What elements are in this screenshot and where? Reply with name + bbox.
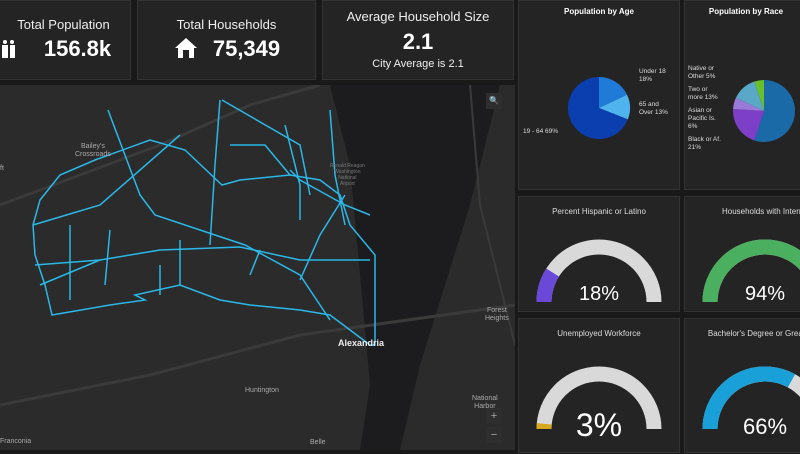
city-boundaries bbox=[33, 100, 375, 345]
total-households-card: Total Households 75,349 bbox=[137, 0, 316, 80]
map-label: Bailey's Crossroads bbox=[75, 143, 111, 159]
map-label: Forest Heights bbox=[485, 307, 509, 323]
zoom-out-button[interactable]: − bbox=[486, 427, 502, 443]
age-pie-panel: Population by Age Under 18 18% 65 and Ov… bbox=[518, 0, 680, 190]
search-button[interactable]: 🔍 bbox=[486, 93, 502, 109]
zoom-in-button[interactable]: + bbox=[486, 408, 502, 424]
map-label: Franconia bbox=[0, 438, 31, 446]
slice-label: Asian or Pacific Is. 6% bbox=[688, 107, 716, 131]
gauge-panel: Percent Hispanic or Latino 18% bbox=[518, 196, 680, 312]
gauge-panel: Unemployed Workforce 3% bbox=[518, 318, 680, 453]
gauge-panel: Households with Internet 94% bbox=[684, 196, 800, 312]
map-canvas bbox=[0, 85, 515, 450]
gauge-value: 3% bbox=[559, 407, 639, 444]
map-label: Alexandria bbox=[338, 339, 384, 347]
slice-label: 65 and Over 13% bbox=[639, 101, 668, 117]
gauge-panel: Bachelor's Degree or Greater 66% bbox=[684, 318, 800, 453]
road bbox=[0, 85, 320, 205]
gauge-fill bbox=[544, 273, 553, 302]
map-view[interactable]: Bailey's Crossroads Ronald Reagan Washin… bbox=[0, 85, 515, 450]
slice-label: 19 - 64 69% bbox=[523, 128, 558, 136]
kpi-subtitle: City Average is 2.1 bbox=[323, 58, 513, 70]
race-pie-panel: Population by Race Native or Other 5% Tw… bbox=[684, 0, 800, 190]
household-size-card: Average Household Size 2.1 City Average … bbox=[322, 0, 514, 80]
slice-label: Two or more 13% bbox=[688, 86, 718, 102]
map-label: Huntington bbox=[245, 387, 279, 395]
gauge-value: 94% bbox=[725, 283, 800, 306]
kpi-title: Total Population bbox=[0, 17, 130, 32]
kpi-title: Total Households bbox=[138, 17, 315, 32]
map-label: Ronald Reagan Washington National Airpor… bbox=[330, 163, 365, 187]
map-label: Belle bbox=[310, 439, 326, 447]
slice-label: Black or Af. 21% bbox=[688, 136, 721, 152]
slice-label: Under 18 18% bbox=[639, 68, 666, 84]
kpi-title: Average Household Size bbox=[323, 9, 513, 24]
total-population-card: Total Population 156.8k bbox=[0, 0, 131, 80]
map-label: ft bbox=[0, 165, 4, 173]
gauge-value: 66% bbox=[725, 414, 800, 440]
kpi-value: 75,349 bbox=[158, 36, 335, 62]
slice-label: Native or Other 5% bbox=[688, 65, 715, 81]
age-pie-chart bbox=[519, 1, 681, 191]
kpi-value: 156.8k bbox=[11, 36, 144, 62]
kpi-value: 2.1 bbox=[323, 29, 513, 55]
gauge-value: 18% bbox=[559, 283, 639, 306]
